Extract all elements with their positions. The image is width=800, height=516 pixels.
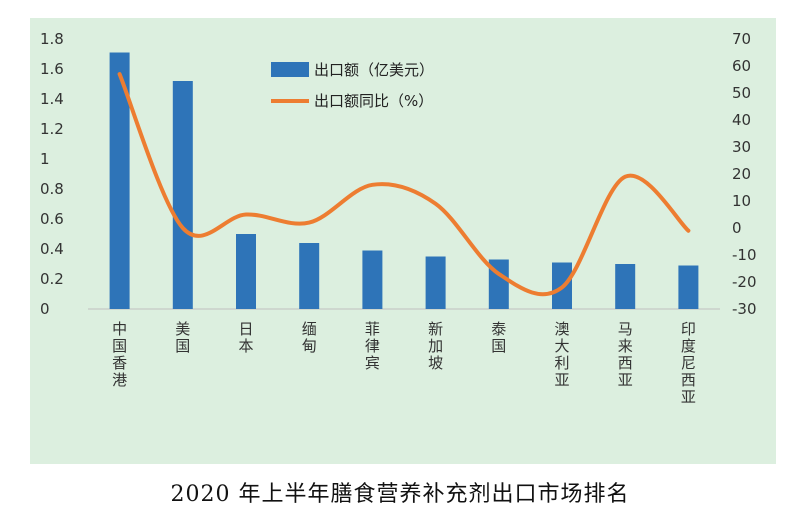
category-label: 澳大利亚 — [554, 320, 569, 389]
bar — [109, 52, 130, 309]
category-label: 菲律宾 — [365, 320, 380, 372]
left-tick-label: 0.4 — [40, 240, 64, 258]
category-labels: 中国香港 美国 日本 缅甸 菲律宾 新加坡 泰国 澳大利亚 马来西亚 印度尼西亚 — [112, 320, 696, 406]
right-tick-label: 40 — [732, 111, 751, 129]
category-label: 美国 — [175, 320, 190, 355]
left-tick-label: 1.8 — [40, 30, 64, 48]
right-tick-label: -10 — [732, 246, 757, 264]
right-tick-label: 20 — [732, 165, 751, 183]
combo-chart: 0 0.2 0.4 0.6 0.8 1 1.2 1.4 1.6 1.8 -30 -20 -10 0 10 2… — [40, 30, 757, 406]
left-tick-label: 1.2 — [40, 120, 64, 138]
right-axis-ticks: -30 -20 -10 0 10 20 30 40 50 60 70 — [732, 30, 757, 318]
bar — [172, 81, 193, 309]
right-tick-label: 70 — [732, 30, 751, 48]
bar — [678, 265, 699, 309]
category-label: 新加坡 — [428, 320, 443, 372]
right-tick-label: 0 — [732, 219, 742, 237]
right-tick-label: 50 — [732, 84, 751, 102]
legend-bar-swatch — [271, 62, 309, 77]
right-tick-label: 60 — [732, 57, 751, 75]
chart-area: 0 0.2 0.4 0.6 0.8 1 1.2 1.4 1.6 1.8 -30 -20 -10 0 10 2… — [30, 18, 776, 464]
bar — [615, 264, 636, 309]
left-tick-label: 0.2 — [40, 270, 64, 288]
right-tick-label: -20 — [732, 273, 757, 291]
legend-line-label: 出口额同比（%） — [314, 92, 433, 110]
left-tick-label: 0.6 — [40, 210, 64, 228]
line-series — [117, 72, 691, 297]
left-tick-label: 0.8 — [40, 180, 64, 198]
left-axis-ticks: 0 0.2 0.4 0.6 0.8 1 1.2 1.4 1.6 1.8 — [40, 30, 64, 318]
bar-series — [109, 52, 699, 309]
right-tick-label: -30 — [732, 300, 757, 318]
bar — [236, 234, 256, 309]
category-label: 马来西亚 — [618, 320, 633, 389]
bar — [425, 256, 446, 309]
chart-caption: 2020 年上半年膳食营养补充剂出口市场排名 — [170, 482, 630, 507]
bar — [362, 250, 383, 309]
left-tick-label: 0 — [40, 300, 50, 318]
left-tick-label: 1 — [40, 150, 50, 168]
category-label: 中国香港 — [112, 320, 127, 389]
category-label: 缅甸 — [302, 320, 317, 355]
category-label: 印度尼西亚 — [681, 320, 696, 406]
legend-bar-label: 出口额（亿美元） — [314, 61, 434, 79]
category-label: 日本 — [238, 320, 253, 355]
bar — [299, 243, 320, 309]
left-tick-label: 1.6 — [40, 60, 64, 78]
legend: 出口额（亿美元） 出口额同比（%） — [271, 61, 434, 110]
left-tick-label: 1.4 — [40, 90, 64, 108]
category-label: 泰国 — [491, 320, 506, 355]
right-tick-label: 30 — [732, 138, 751, 156]
right-tick-label: 10 — [732, 192, 751, 210]
